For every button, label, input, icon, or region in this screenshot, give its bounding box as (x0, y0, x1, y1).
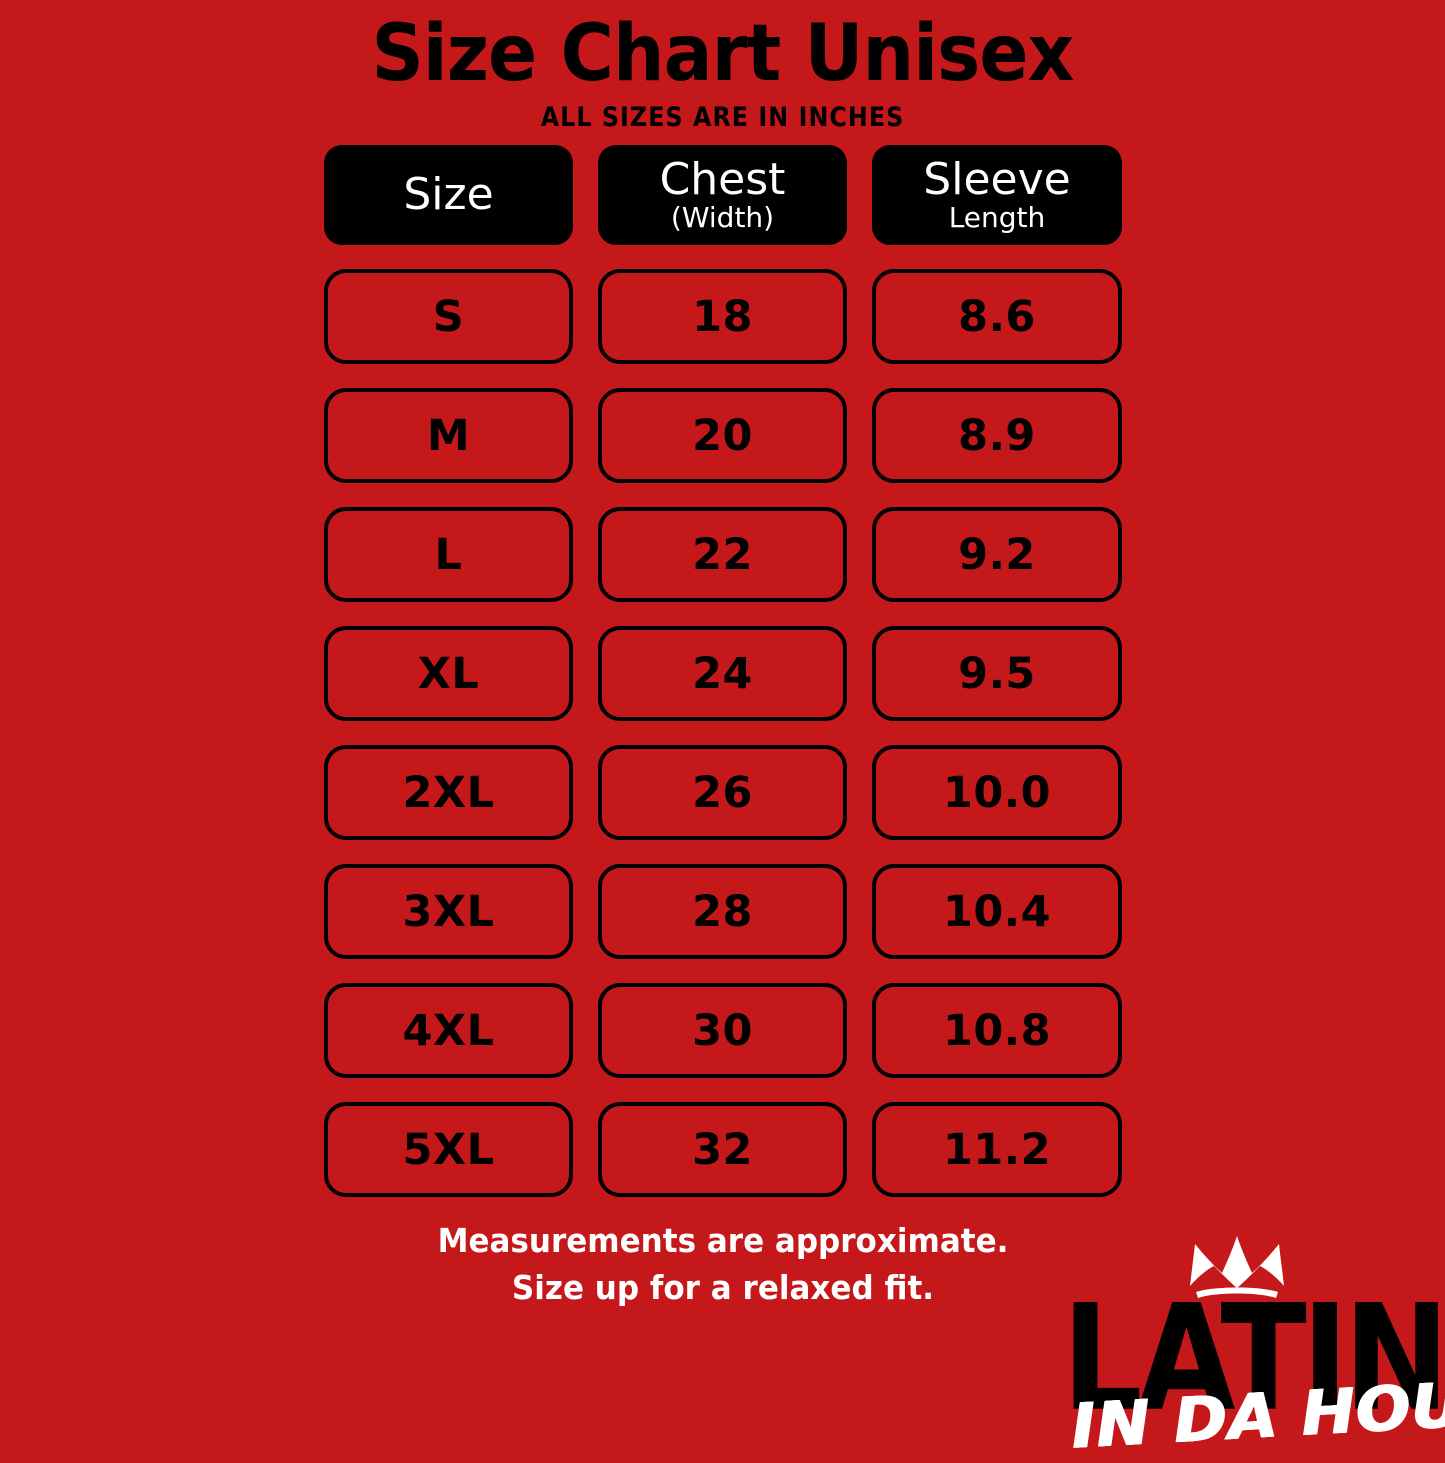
cell-sleeve: 11.2 (872, 1102, 1122, 1197)
column-header-chest-sublabel: (Width) (670, 200, 775, 234)
column-header-sleeve: Sleeve Length (872, 145, 1122, 245)
cell-size: S (324, 269, 573, 364)
column-header-chest-label: Chest (659, 153, 786, 205)
cell-size: 4XL (324, 983, 573, 1078)
cell-chest: 30 (598, 983, 847, 1078)
cell-sleeve: 8.9 (872, 388, 1122, 483)
cell-sleeve: 9.2 (872, 507, 1122, 602)
cell-sleeve: 10.8 (872, 983, 1122, 1078)
footer-note-line-2: Size up for a relaxed fit. (511, 1267, 935, 1307)
cell-size: L (324, 507, 573, 602)
cell-size: M (324, 388, 573, 483)
crown-icon (1190, 1236, 1284, 1298)
table-row: L 22 9.2 (324, 507, 1122, 602)
title-block: Size Chart Unisex ALL SIZES ARE IN INCHE… (0, 9, 1445, 133)
cell-chest: 20 (598, 388, 847, 483)
footer-note: Measurements are approximate. Size up fo… (348, 1218, 1098, 1312)
column-header-size: Size (324, 145, 573, 245)
table-header-row: Size Chest (Width) Sleeve Length (324, 145, 1122, 245)
page-title: Size Chart Unisex (371, 9, 1074, 99)
table-row: 2XL 26 10.0 (324, 745, 1122, 840)
table-row: 4XL 30 10.8 (324, 983, 1122, 1078)
footer-note-line-1: Measurements are approximate. (437, 1221, 1009, 1260)
cell-sleeve: 10.0 (872, 745, 1122, 840)
table-row: S 18 8.6 (324, 269, 1122, 364)
table-row: XL 24 9.5 (324, 626, 1122, 721)
column-header-chest: Chest (Width) (598, 145, 847, 245)
cell-size: 3XL (324, 864, 573, 959)
page-subtitle: ALL SIZES ARE IN INCHES (540, 101, 905, 133)
size-chart-table: Size Chest (Width) Sleeve Length S 18 8.… (324, 145, 1122, 1197)
cell-size: 2XL (324, 745, 573, 840)
cell-sleeve: 9.5 (872, 626, 1122, 721)
cell-chest: 28 (598, 864, 847, 959)
cell-chest: 18 (598, 269, 847, 364)
table-row: 5XL 32 11.2 (324, 1102, 1122, 1197)
column-header-sleeve-sublabel: Length (948, 200, 1046, 234)
cell-chest: 26 (598, 745, 847, 840)
brand-logo: LATINO IN DA HOUSE (1062, 1228, 1445, 1463)
column-header-sleeve-label: Sleeve (923, 153, 1071, 205)
cell-size: 5XL (324, 1102, 573, 1197)
logo-brand-text: LATINO (1062, 1274, 1445, 1445)
cell-chest: 32 (598, 1102, 847, 1197)
table-row: M 20 8.9 (324, 388, 1122, 483)
cell-sleeve: 10.4 (872, 864, 1122, 959)
table-row: 3XL 28 10.4 (324, 864, 1122, 959)
cell-chest: 22 (598, 507, 847, 602)
cell-sleeve: 8.6 (872, 269, 1122, 364)
column-header-size-label: Size (403, 169, 494, 220)
cell-size: XL (324, 626, 573, 721)
cell-chest: 24 (598, 626, 847, 721)
